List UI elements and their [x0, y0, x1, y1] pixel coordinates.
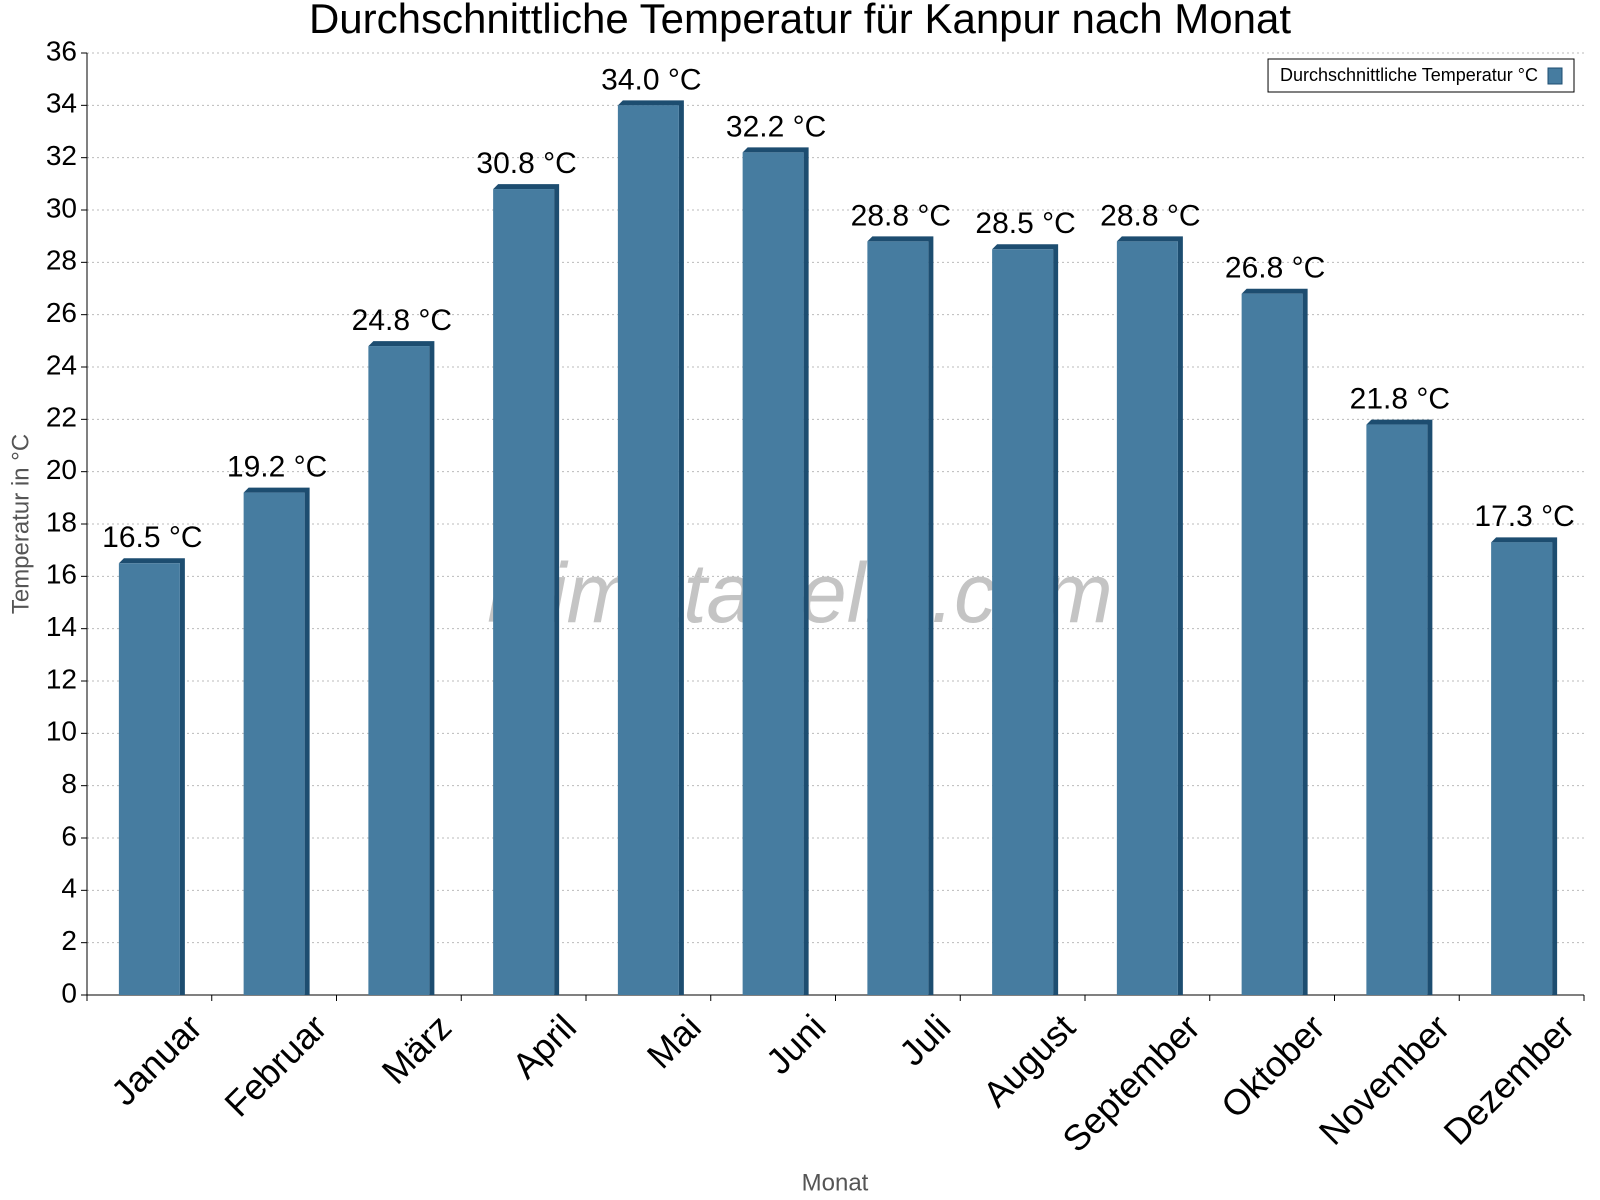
- bar: [1241, 293, 1303, 995]
- chart-title: Durchschnittliche Temperatur für Kanpur …: [309, 0, 1291, 42]
- x-axis-title: Monat: [802, 1169, 869, 1196]
- x-tick-label: Januar: [103, 1006, 210, 1113]
- value-label: 26.8 °C: [1225, 252, 1325, 285]
- value-label: 28.5 °C: [975, 207, 1075, 240]
- y-tick-label: 20: [46, 454, 77, 485]
- y-tick-label: 6: [61, 820, 77, 851]
- bar: [1366, 424, 1428, 996]
- value-label: 32.2 °C: [726, 110, 826, 143]
- y-tick-label: 36: [46, 35, 77, 66]
- value-label: 30.8 °C: [476, 147, 576, 180]
- x-tick-label: Juli: [891, 1006, 958, 1073]
- y-tick-label: 26: [46, 297, 77, 328]
- value-label: 21.8 °C: [1350, 382, 1450, 415]
- value-label: 34.0 °C: [601, 63, 701, 96]
- y-tick-label: 14: [46, 611, 77, 642]
- x-tick-label: Juni: [758, 1006, 834, 1082]
- value-label: 16.5 °C: [102, 521, 202, 554]
- bar: [493, 189, 555, 996]
- y-tick-label: 34: [46, 88, 77, 119]
- y-tick-label: 10: [46, 716, 77, 747]
- y-tick-label: 0: [61, 977, 77, 1008]
- bar: [992, 249, 1054, 995]
- x-tick-label: November: [1311, 1006, 1457, 1152]
- x-tick-label: April: [504, 1006, 584, 1086]
- x-tick-label: Mai: [639, 1006, 709, 1076]
- value-label: 19.2 °C: [227, 451, 327, 484]
- legend-label: Durchschnittliche Temperatur °C: [1280, 65, 1538, 85]
- y-tick-label: 2: [61, 925, 77, 956]
- bar: [243, 492, 305, 995]
- bar: [118, 563, 180, 995]
- y-tick-label: 28: [46, 245, 77, 276]
- y-tick-label: 18: [46, 506, 77, 537]
- x-tick-label: März: [374, 1006, 460, 1092]
- bar: [1116, 241, 1178, 995]
- bar: [368, 346, 430, 996]
- y-tick-label: 4: [61, 873, 77, 904]
- x-tick-label: September: [1054, 1006, 1208, 1160]
- y-tick-label: 8: [61, 768, 77, 799]
- y-tick-label: 12: [46, 663, 77, 694]
- x-tick-label: Februar: [216, 1006, 334, 1124]
- x-tick-label: Dezember: [1436, 1006, 1582, 1152]
- bar: [742, 152, 804, 995]
- y-tick-label: 22: [46, 402, 77, 433]
- bar: [1491, 542, 1553, 995]
- legend-box: [1267, 58, 1575, 93]
- bar: [617, 105, 679, 996]
- value-label: 28.8 °C: [851, 199, 951, 232]
- value-label: 24.8 °C: [352, 304, 452, 337]
- bar: [867, 241, 929, 995]
- x-tick-label: August: [975, 1006, 1083, 1114]
- legend: Durchschnittliche Temperatur °C: [1267, 58, 1575, 93]
- y-tick-label: 16: [46, 559, 77, 590]
- y-tick-label: 32: [46, 140, 77, 171]
- x-tick-label: Oktober: [1213, 1006, 1333, 1126]
- y-axis-title: Temperatur in °C: [7, 434, 34, 614]
- value-label: 17.3 °C: [1474, 500, 1574, 533]
- value-label: 28.8 °C: [1100, 199, 1200, 232]
- y-tick-label: 30: [46, 192, 77, 223]
- y-tick-label: 24: [46, 349, 77, 380]
- legend-swatch: [1547, 67, 1563, 85]
